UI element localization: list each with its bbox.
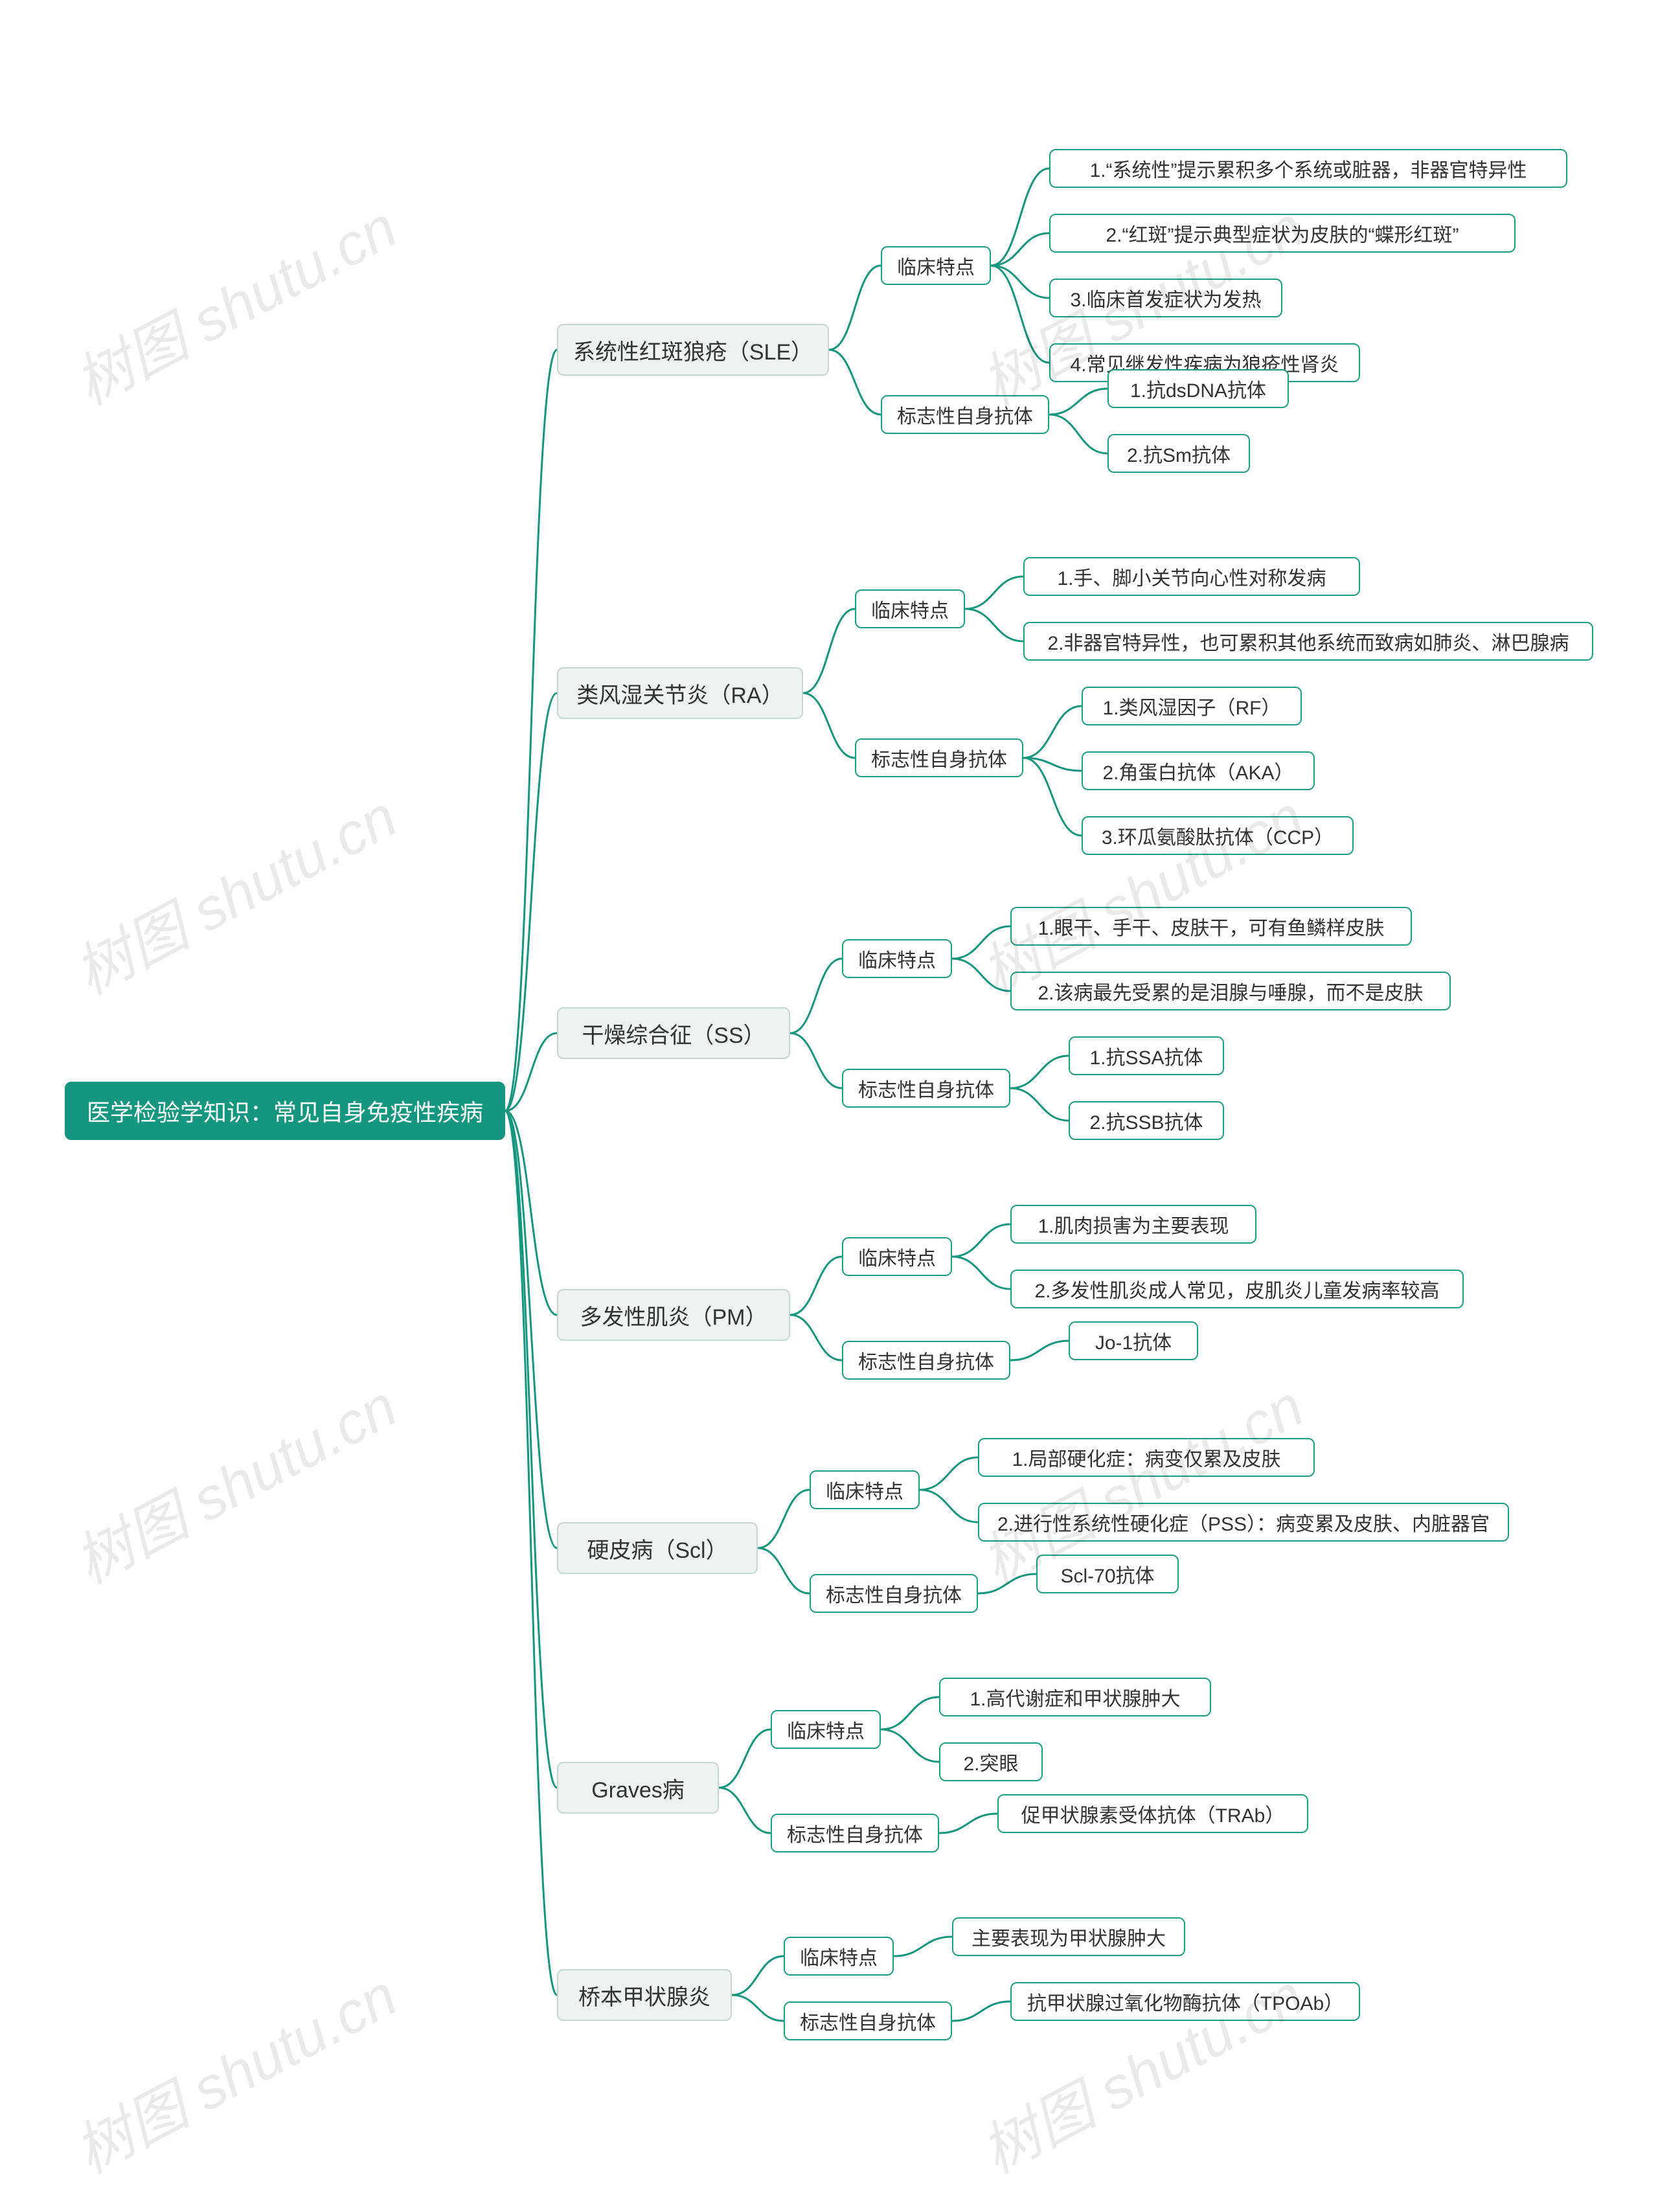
disease-0: 系统性红斑狼疮（SLE） — [557, 324, 829, 376]
mindmap-root: 医学检验学知识：常见自身免疫性疾病 — [65, 1082, 505, 1140]
disease-4-clinical-leaf-0: 1.局部硬化症：病变仅累及皮肤 — [978, 1438, 1315, 1477]
disease-2-clinical-leaf-0: 1.眼干、手干、皮肤干，可有鱼鳞样皮肤 — [1010, 907, 1412, 946]
disease-1-antibody-leaf-1: 2.角蛋白抗体（AKA） — [1082, 751, 1315, 790]
disease-4-clinical: 临床特点 — [810, 1470, 920, 1509]
disease-2-clinical: 临床特点 — [842, 939, 952, 978]
disease-2-antibody-leaf-0: 1.抗SSA抗体 — [1069, 1036, 1224, 1075]
disease-6-antibody-leaf-0: 抗甲状腺过氧化物酶抗体（TPOAb） — [1010, 1982, 1360, 2021]
disease-6-clinical: 临床特点 — [784, 1937, 894, 1976]
disease-1-clinical: 临床特点 — [855, 589, 965, 628]
disease-3-antibody: 标志性自身抗体 — [842, 1341, 1010, 1380]
disease-4-antibody-leaf-0: Scl-70抗体 — [1036, 1555, 1179, 1593]
disease-5-clinical-leaf-1: 2.突眼 — [939, 1742, 1043, 1781]
disease-5-clinical-leaf-0: 1.高代谢症和甲状腺肿大 — [939, 1678, 1211, 1716]
disease-1: 类风湿关节炎（RA） — [557, 667, 803, 719]
disease-5-antibody-leaf-0: 促甲状腺素受体抗体（TRAb） — [997, 1794, 1308, 1833]
disease-4-clinical-leaf-1: 2.进行性系统性硬化症（PSS）：病变累及皮肤、内脏器官 — [978, 1503, 1509, 1542]
disease-3-clinical-leaf-0: 1.肌肉损害为主要表现 — [1010, 1205, 1256, 1244]
disease-4-antibody: 标志性自身抗体 — [810, 1574, 978, 1613]
disease-2-antibody: 标志性自身抗体 — [842, 1069, 1010, 1108]
watermark: 树图 shutu.cn — [58, 770, 409, 1010]
disease-0-clinical-leaf-2: 3.临床首发症状为发热 — [1049, 279, 1282, 317]
disease-2-antibody-leaf-1: 2.抗SSB抗体 — [1069, 1101, 1224, 1140]
disease-0-antibody-leaf-1: 2.抗Sm抗体 — [1107, 434, 1250, 473]
disease-1-clinical-leaf-0: 1.手、脚小关节向心性对称发病 — [1023, 557, 1360, 596]
watermark: 树图 shutu.cn — [58, 1360, 409, 1600]
disease-0-clinical-leaf-0: 1.“系统性”提示累积多个系统或脏器，非器官特异性 — [1049, 149, 1567, 188]
disease-6-antibody: 标志性自身抗体 — [784, 2001, 952, 2040]
disease-5-antibody: 标志性自身抗体 — [771, 1814, 939, 1853]
watermark: 树图 shutu.cn — [58, 181, 409, 421]
disease-4: 硬皮病（Scl） — [557, 1522, 758, 1574]
disease-3-antibody-leaf-0: Jo-1抗体 — [1069, 1321, 1198, 1360]
disease-5: Graves病 — [557, 1762, 719, 1814]
disease-1-antibody-leaf-0: 1.类风湿因子（RF） — [1082, 687, 1302, 725]
disease-1-clinical-leaf-1: 2.非器官特异性，也可累积其他系统而致病如肺炎、淋巴腺病 — [1023, 622, 1593, 661]
disease-0-clinical: 临床特点 — [881, 246, 991, 285]
disease-5-clinical: 临床特点 — [771, 1710, 881, 1749]
disease-1-antibody-leaf-2: 3.环瓜氨酸肽抗体（CCP） — [1082, 816, 1354, 855]
disease-0-antibody-leaf-0: 1.抗dsDNA抗体 — [1107, 369, 1289, 408]
disease-3-clinical: 临床特点 — [842, 1237, 952, 1276]
disease-3: 多发性肌炎（PM） — [557, 1289, 790, 1341]
disease-0-antibody: 标志性自身抗体 — [881, 395, 1049, 434]
disease-6: 桥本甲状腺炎 — [557, 1969, 732, 2021]
disease-3-clinical-leaf-1: 2.多发性肌炎成人常见，皮肌炎儿童发病率较高 — [1010, 1270, 1464, 1308]
disease-6-clinical-leaf-0: 主要表现为甲状腺肿大 — [952, 1917, 1185, 1956]
disease-1-antibody: 标志性自身抗体 — [855, 738, 1023, 777]
disease-0-clinical-leaf-1: 2.“红斑”提示典型症状为皮肤的“蝶形红斑” — [1049, 214, 1516, 253]
disease-2: 干燥综合征（SS） — [557, 1007, 790, 1059]
watermark: 树图 shutu.cn — [58, 1949, 409, 2189]
disease-2-clinical-leaf-1: 2.该病最先受累的是泪腺与唾腺，而不是皮肤 — [1010, 972, 1451, 1010]
